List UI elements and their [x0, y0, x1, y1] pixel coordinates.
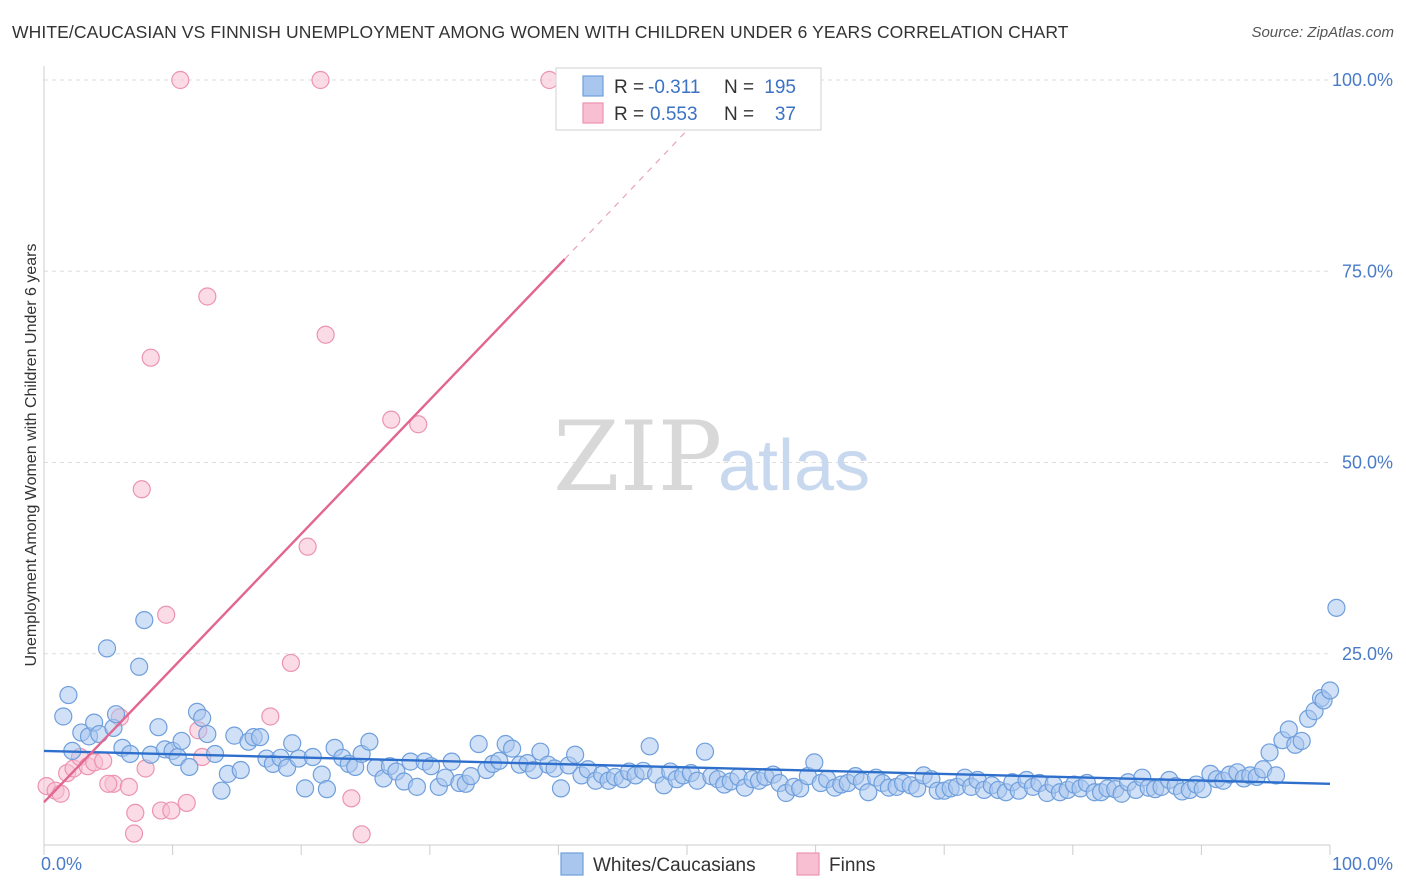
- white-point-47: [360, 732, 379, 751]
- white-point-182: [1279, 720, 1298, 739]
- white-point-112: [805, 753, 824, 772]
- white-point-68: [503, 739, 522, 758]
- legend-n-label-finns: N =: [724, 104, 754, 125]
- finn-point-26: [298, 537, 317, 556]
- finn-point-33: [540, 70, 559, 90]
- trend-lines: [43, 123, 1331, 803]
- legend-r-value-whites: -0.311: [648, 77, 700, 98]
- white-point-169: [1193, 780, 1212, 799]
- legend-r-label-whites: R =: [614, 77, 644, 98]
- finns-trend-line: [43, 258, 566, 803]
- finn-point-11: [119, 777, 138, 796]
- finn-point-25: [281, 653, 301, 673]
- series-label-finns: Finns: [829, 855, 875, 876]
- finn-point-8: [94, 751, 113, 770]
- tick-labels: 25.0% 50.0% 75.0% 100.0% 0.0% 100.0%: [41, 70, 1393, 874]
- finn-point-27: [311, 70, 330, 90]
- white-point-62: [461, 767, 481, 786]
- white-point-190: [1327, 598, 1346, 617]
- white-point-19: [172, 731, 191, 751]
- series-swatch-finns: [796, 852, 820, 876]
- white-point-1: [59, 685, 78, 705]
- finn-point-2: [51, 784, 70, 803]
- white-point-63: [469, 734, 488, 754]
- legend-n-value-finns: 37: [775, 104, 796, 125]
- x-tick-label-1: 100.0%: [1332, 854, 1393, 874]
- finn-point-28: [316, 325, 335, 344]
- source-credit: Source: ZipAtlas.com: [1251, 24, 1394, 41]
- finn-point-31: [382, 410, 401, 429]
- y-tick-label-2: 75.0%: [1342, 261, 1393, 281]
- white-point-31: [250, 728, 270, 747]
- white-point-13: [135, 610, 154, 630]
- legend-swatch-whites: [582, 75, 604, 97]
- series-legend: Whites/Caucasians Finns: [560, 852, 875, 876]
- legend-swatch-finns: [582, 102, 604, 124]
- finn-point-35: [99, 774, 118, 793]
- finn-point-14: [141, 348, 160, 367]
- watermark: ZIP atlas: [553, 401, 870, 513]
- finn-point-30: [352, 825, 371, 844]
- grid-lines: [44, 79, 1330, 655]
- finn-point-18: [162, 801, 181, 820]
- finn-point-19: [171, 70, 190, 90]
- watermark-atlas: atlas: [718, 426, 870, 506]
- chart-title: WHITE/CAUCASIAN VS FINNISH UNEMPLOYMENT …: [12, 22, 1069, 42]
- white-point-184: [1292, 731, 1311, 751]
- legend-n-label-whites: N =: [724, 77, 754, 98]
- white-point-20: [180, 757, 199, 777]
- y-axis-label: Unemployment Among Women with Children U…: [23, 243, 40, 666]
- white-point-75: [551, 779, 571, 798]
- x-tick-label-0: 0.0%: [41, 854, 82, 874]
- finn-point-23: [198, 287, 217, 306]
- white-point-66: [490, 751, 509, 770]
- white-point-28: [231, 760, 250, 780]
- y-tick-label-3: 100.0%: [1332, 70, 1393, 90]
- white-point-96: [695, 742, 715, 761]
- white-point-77: [566, 745, 585, 764]
- white-point-0: [54, 707, 73, 726]
- white-point-9: [106, 705, 126, 724]
- finn-point-15: [132, 480, 151, 499]
- finn-point-20: [177, 793, 196, 813]
- axes: [43, 66, 1331, 855]
- white-point-189: [1320, 681, 1340, 700]
- series-label-whites: Whites/Caucasians: [593, 855, 756, 876]
- white-point-41: [317, 780, 337, 799]
- white-point-23: [198, 724, 217, 744]
- legend-n-value-whites: 195: [764, 77, 796, 98]
- white-point-54: [407, 777, 427, 796]
- watermark-zip: ZIP: [553, 401, 722, 513]
- whites-points: [54, 598, 1346, 803]
- white-point-36: [283, 734, 302, 753]
- white-point-179: [1260, 743, 1279, 762]
- finn-point-36: [124, 824, 144, 843]
- white-point-38: [295, 779, 315, 798]
- whites-trend-line: [43, 749, 1331, 785]
- finn-point-32: [409, 415, 428, 434]
- finn-point-12: [126, 803, 145, 822]
- finn-point-29: [342, 789, 361, 808]
- white-point-88: [640, 737, 659, 756]
- y-tick-label-1: 50.0%: [1342, 453, 1393, 473]
- series-swatch-whites: [560, 852, 584, 876]
- finns-points: [37, 70, 581, 844]
- white-point-7: [97, 639, 117, 658]
- white-point-15: [149, 718, 168, 737]
- finn-point-17: [157, 605, 176, 624]
- white-point-180: [1266, 766, 1286, 785]
- white-point-120: [859, 783, 878, 802]
- white-point-22: [193, 708, 212, 728]
- finns-trend-extension: [564, 123, 694, 260]
- legend-r-value-finns: 0.553: [650, 104, 698, 125]
- correlation-legend: R = -0.311 N = 195 R = 0.553 N = 37: [555, 67, 822, 131]
- white-point-12: [130, 657, 149, 676]
- y-tick-label-0: 25.0%: [1342, 644, 1393, 664]
- finn-point-24: [261, 707, 280, 726]
- white-point-25: [212, 781, 231, 800]
- legend-r-label-finns: R =: [614, 104, 644, 125]
